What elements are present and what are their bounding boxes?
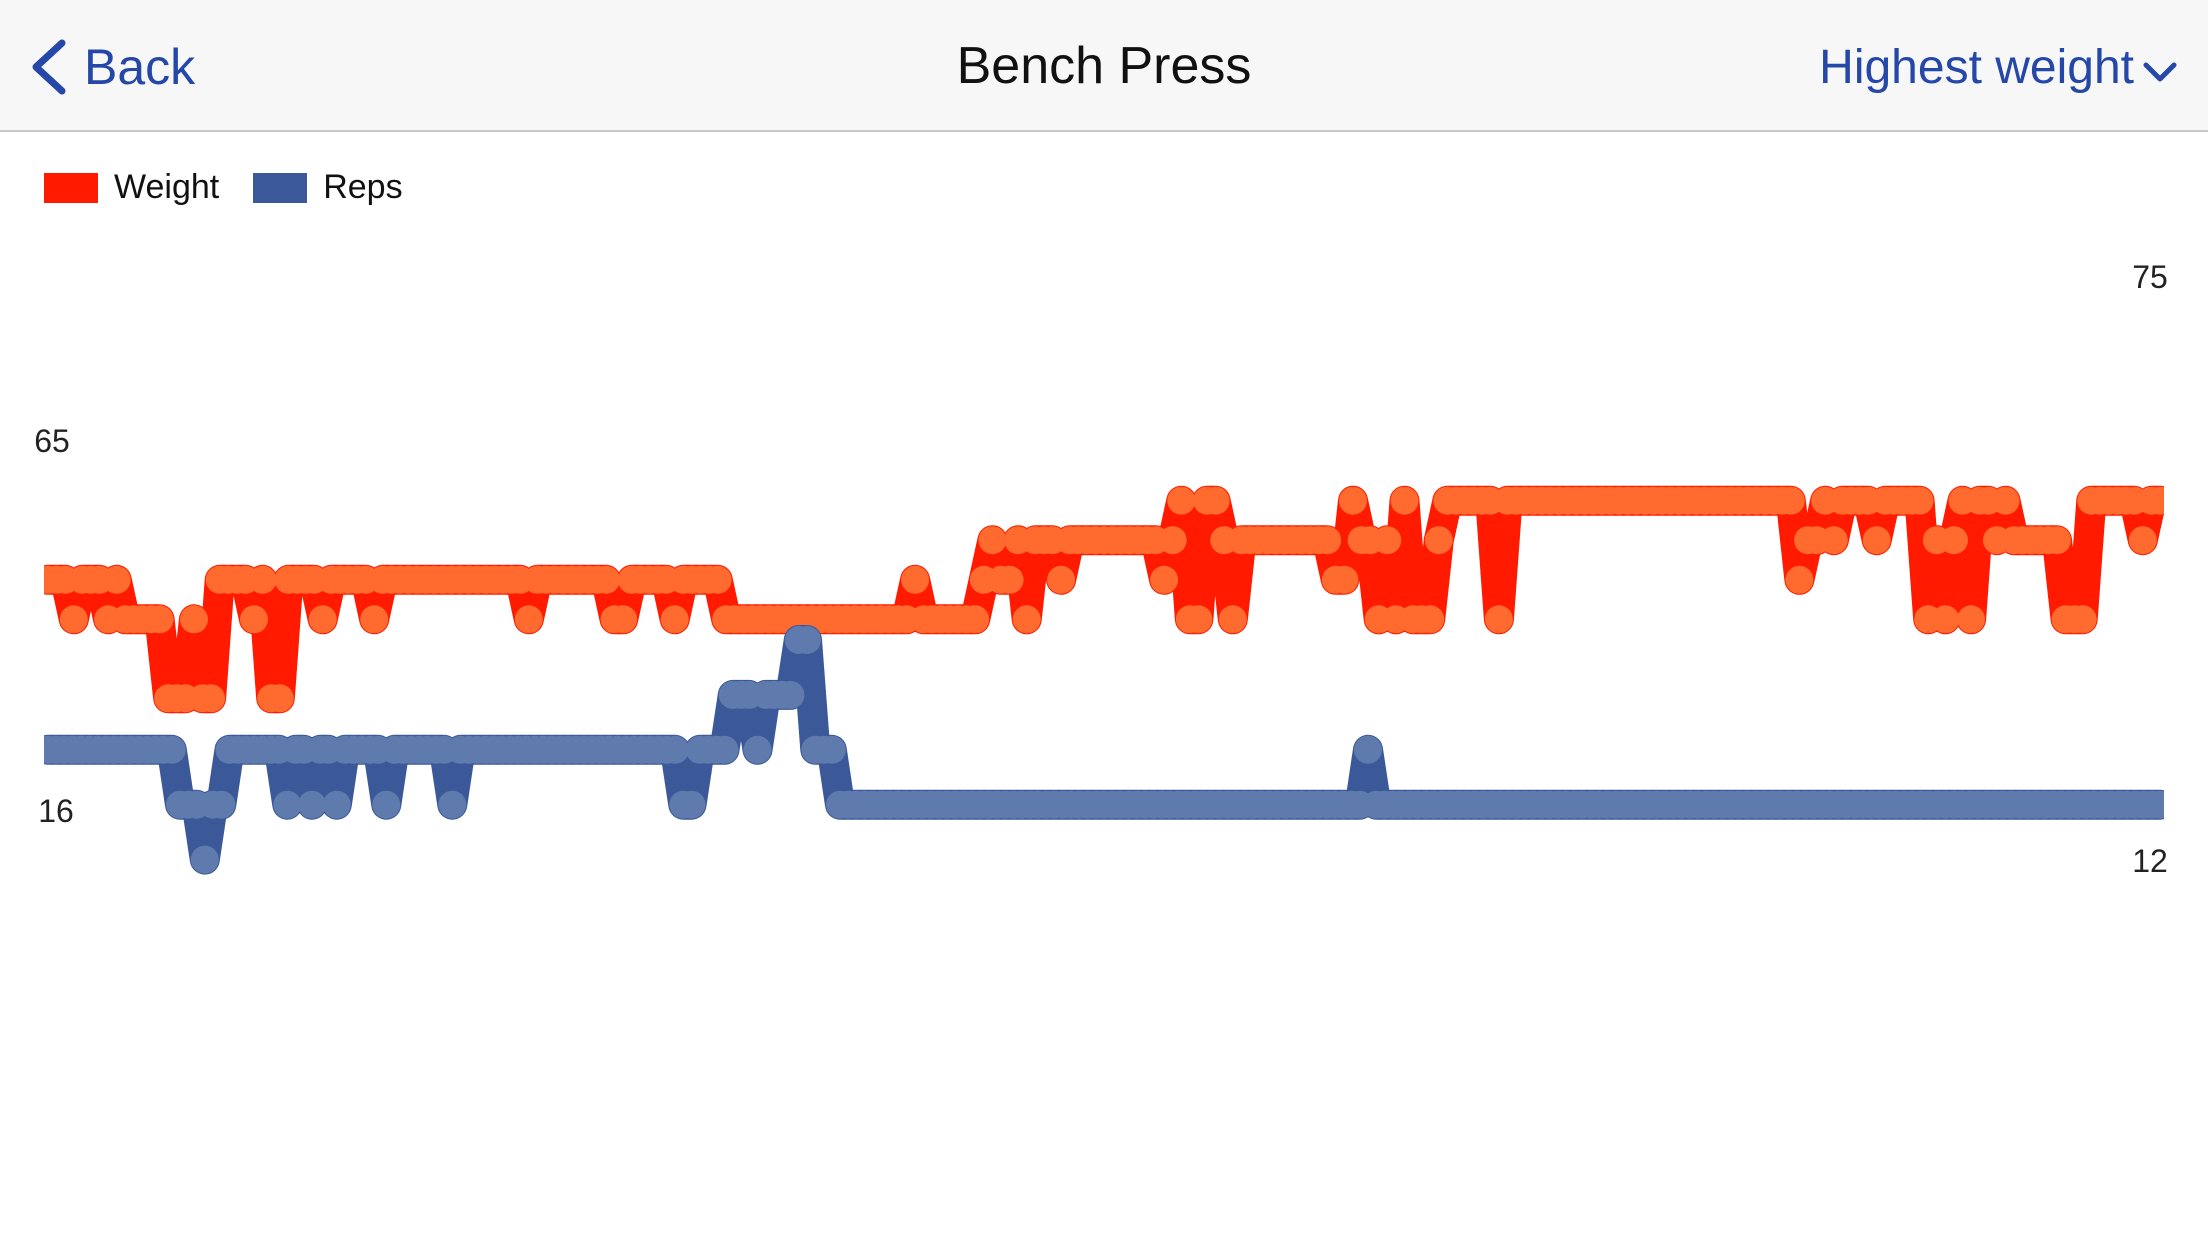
reps-data-point[interactable] <box>157 735 186 764</box>
reps-axis-label-start: 16 <box>38 793 74 829</box>
weight-data-point[interactable] <box>1991 486 2020 515</box>
legend-swatch-reps <box>253 172 308 203</box>
weight-data-point[interactable] <box>995 565 1024 594</box>
weight-data-point[interactable] <box>609 605 638 634</box>
weight-data-point[interactable] <box>197 684 226 713</box>
weight-data-point[interactable] <box>660 605 689 634</box>
weight-data-point[interactable] <box>59 605 88 634</box>
weight-data-point[interactable] <box>1012 605 1041 634</box>
weight-data-point[interactable] <box>102 565 131 594</box>
reps-data-point[interactable] <box>322 790 351 819</box>
reps-data-point[interactable] <box>776 680 805 709</box>
reps-data-point[interactable] <box>710 735 739 764</box>
weight-data-point[interactable] <box>1330 565 1359 594</box>
weight-axis-label-end: 75 <box>2132 259 2168 295</box>
reps-data-point[interactable] <box>743 735 772 764</box>
weight-data-point[interactable] <box>1940 526 1968 555</box>
weight-data-point[interactable] <box>265 684 294 713</box>
weight-data-point[interactable] <box>1218 605 1247 634</box>
weight-data-point[interactable] <box>1424 526 1453 555</box>
legend-item-reps[interactable]: Reps <box>253 168 403 207</box>
weight-data-point[interactable] <box>2068 605 2097 634</box>
metric-label: Highest weight <box>1819 40 2134 94</box>
weight-data-point[interactable] <box>1313 526 1342 555</box>
reps-data-point[interactable] <box>372 790 401 819</box>
reps-axis-label-end: 12 <box>2132 843 2168 879</box>
weight-data-point[interactable] <box>1905 486 1934 515</box>
weight-data-point[interactable] <box>1819 526 1848 555</box>
weight-data-point[interactable] <box>240 605 268 634</box>
legend-label-weight: Weight <box>114 168 220 206</box>
reps-data-point[interactable] <box>677 790 706 819</box>
weight-data-point[interactable] <box>1484 605 1513 634</box>
back-label: Back <box>84 39 196 95</box>
weight-axis-label-start: 65 <box>34 423 70 459</box>
weight-data-point[interactable] <box>1776 486 1805 515</box>
weight-data-point[interactable] <box>145 605 174 634</box>
weight-data-point[interactable] <box>1339 486 1367 515</box>
reps-data-point[interactable] <box>1354 735 1382 764</box>
chevron-left-icon <box>32 39 66 95</box>
reps-data-point[interactable] <box>2146 790 2174 819</box>
weight-data-point[interactable] <box>1047 565 1076 594</box>
weight-data-point[interactable] <box>248 565 277 594</box>
reps-data-point[interactable] <box>817 735 846 764</box>
weight-data-point[interactable] <box>1201 486 1230 515</box>
weight-data-point[interactable] <box>360 605 389 634</box>
reps-data-point[interactable] <box>793 626 821 654</box>
weight-data-point[interactable] <box>180 605 208 634</box>
legend-swatch-weight <box>44 172 98 203</box>
weight-data-point[interactable] <box>1158 526 1187 555</box>
navigation-bar: Back Bench Press Highest weight <box>0 0 2208 132</box>
reps-data-point[interactable] <box>273 790 302 819</box>
weight-data-point[interactable] <box>1931 605 1960 634</box>
weight-data-point[interactable] <box>2043 526 2071 555</box>
weight-data-point[interactable] <box>1373 526 1402 555</box>
weight-data-point[interactable] <box>592 565 620 594</box>
metric-selector[interactable]: Highest weight <box>1819 36 2180 98</box>
weight-data-point[interactable] <box>1416 605 1445 634</box>
chevron-down-icon <box>2143 62 2177 82</box>
weight-data-point[interactable] <box>1785 565 1814 594</box>
legend-label-reps: Reps <box>323 168 403 206</box>
weight-data-point[interactable] <box>1957 605 1986 634</box>
weight-data-point[interactable] <box>1184 605 1213 634</box>
weight-data-point[interactable] <box>1390 486 1419 515</box>
reps-data-point[interactable] <box>661 735 689 764</box>
weight-data-point[interactable] <box>1150 565 1179 594</box>
weight-data-point[interactable] <box>2146 486 2174 515</box>
weight-data-point[interactable] <box>703 565 732 594</box>
back-button[interactable]: Back <box>26 34 195 100</box>
reps-data-point[interactable] <box>190 845 219 874</box>
reps-data-point[interactable] <box>438 790 467 819</box>
page-title: Bench Press <box>956 37 1252 95</box>
weight-data-point[interactable] <box>514 605 543 634</box>
chart-legend: Weight Reps <box>44 168 437 207</box>
weight-data-point[interactable] <box>308 605 337 634</box>
weight-data-point[interactable] <box>1862 526 1891 555</box>
weight-data-point[interactable] <box>901 565 930 594</box>
legend-item-weight[interactable]: Weight <box>44 168 219 207</box>
reps-data-point[interactable] <box>207 790 236 819</box>
weight-data-point[interactable] <box>961 605 990 634</box>
weight-data-point[interactable] <box>978 526 1007 555</box>
weight-data-point[interactable] <box>1167 486 1196 515</box>
weight-data-point[interactable] <box>2128 526 2157 555</box>
reps-data-point[interactable] <box>298 790 326 819</box>
